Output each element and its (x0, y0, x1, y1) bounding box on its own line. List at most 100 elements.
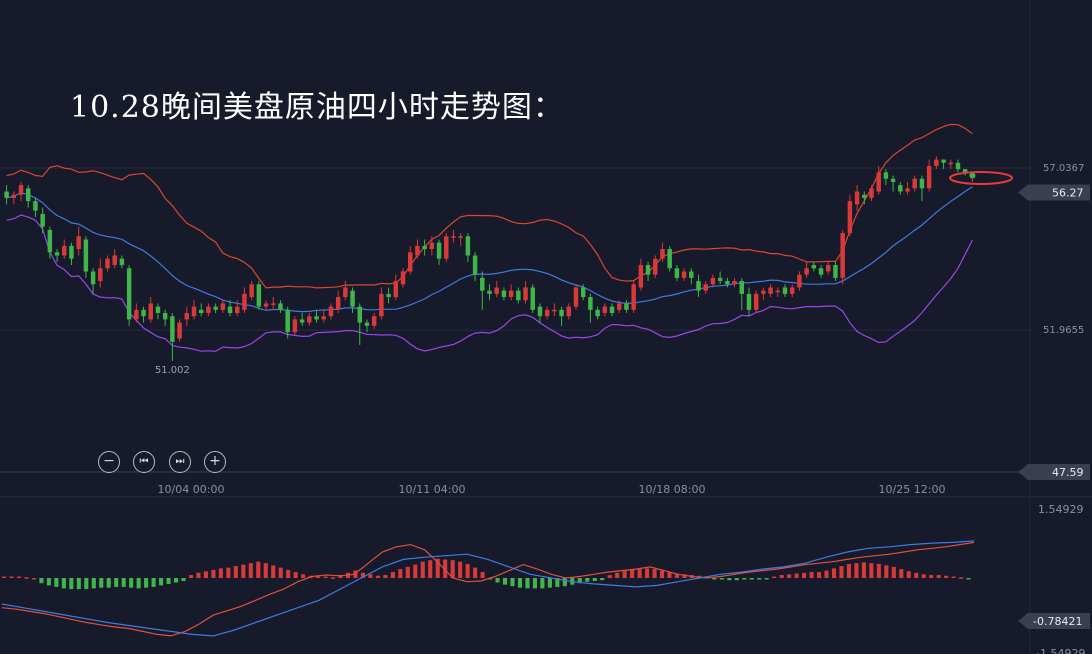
candle-body (552, 309, 557, 312)
low-price-label: 51.002 (155, 365, 190, 376)
candle-body (962, 169, 968, 173)
macd-histogram-bar (46, 578, 51, 586)
candle-body (645, 265, 651, 275)
candle-body (69, 245, 74, 259)
candle-body (177, 322, 182, 339)
candle-body (638, 265, 644, 288)
candle (775, 287, 781, 298)
candle-body (898, 185, 903, 192)
candle (689, 268, 694, 285)
macd-histogram-bar (854, 563, 859, 578)
candle-body (667, 249, 672, 269)
macd-histogram-bar (293, 572, 298, 578)
candle (415, 239, 420, 259)
candle (458, 233, 463, 246)
candle (191, 300, 197, 320)
time-label: 10/04 00:00 (158, 483, 225, 496)
candle-body (602, 306, 608, 314)
candle (198, 303, 204, 317)
candle-body (876, 172, 881, 192)
candle (862, 191, 867, 205)
candle-body (18, 185, 24, 195)
macd-histogram-bar (630, 569, 635, 578)
candle-body (242, 293, 247, 310)
macd-histogram-bar (861, 562, 866, 578)
candle (552, 303, 557, 317)
chart-headline: 10.28晚间美盘原油四小时走势图： (70, 90, 564, 125)
macd-current-tag (1018, 613, 1090, 629)
macd-histogram-bar (39, 578, 44, 584)
candle-body (126, 268, 132, 320)
candle (934, 156, 939, 170)
macd-histogram-bar (592, 578, 597, 581)
candle-body (919, 178, 925, 189)
candle-body (472, 255, 478, 275)
macd-histogram-bar (435, 558, 440, 578)
candle (90, 268, 96, 294)
macd-histogram-bar (144, 578, 149, 588)
candle-body (429, 242, 435, 250)
macd-histogram-bar (9, 576, 14, 579)
candle-body (941, 159, 946, 163)
candle (645, 261, 651, 282)
bollinger-lower-line (6, 214, 973, 352)
candle (898, 181, 903, 195)
candle (141, 306, 146, 323)
candle-body (926, 165, 932, 189)
candle (429, 236, 435, 256)
macd-histogram-bar (353, 570, 358, 578)
candle (487, 284, 492, 301)
macd-histogram-bar (734, 578, 739, 581)
macd-histogram-bar (61, 578, 66, 589)
macd-histogram-bar (390, 572, 395, 578)
macd-histogram-bar (585, 578, 590, 582)
candle (263, 300, 269, 310)
candle (696, 274, 701, 298)
macd-histogram-bar (248, 563, 253, 578)
macd-histogram-bar (278, 567, 283, 578)
macd-histogram-bar (443, 559, 448, 578)
candle (537, 303, 543, 323)
candle (876, 165, 881, 195)
macd-axis-top: 1.54929 (1038, 503, 1084, 516)
candle (753, 290, 759, 314)
candle (660, 242, 665, 262)
candle-body (761, 290, 766, 294)
zoom-out-button[interactable]: − (98, 451, 120, 473)
min-price-label: 47.59 (1052, 466, 1084, 479)
candle (883, 169, 889, 186)
candle-body (480, 277, 485, 291)
candle-body (717, 277, 723, 282)
price-axis: 57.0367 51.9655 56.27 47.59 (1018, 163, 1090, 480)
candle-body (119, 258, 125, 266)
macd-histogram-bar (218, 568, 223, 578)
candle-body (155, 306, 161, 314)
scroll-right-button[interactable]: ⏭ (169, 451, 191, 473)
candle-body (660, 249, 665, 259)
candle (811, 261, 817, 272)
candle-body (465, 236, 471, 256)
candle (544, 306, 550, 320)
scroll-left-button[interactable]: ⏮ (133, 451, 155, 473)
macd-histogram-bar (772, 576, 777, 579)
candle-body (4, 191, 9, 198)
candle-body (422, 245, 427, 250)
candle (739, 277, 744, 310)
candle (681, 268, 687, 282)
candle-body (580, 287, 586, 298)
candle (299, 313, 305, 326)
macd-histogram-bar (824, 570, 829, 578)
current-price-tag (1018, 184, 1090, 201)
macd-histogram-bar (458, 561, 463, 578)
candle-body (624, 303, 629, 310)
candle (386, 287, 391, 304)
candle-body (559, 309, 564, 317)
macd-histogram-bar (891, 566, 896, 578)
candle-body (616, 303, 622, 310)
macd-axis-bottom: -1.54929 (1036, 647, 1085, 654)
zoom-in-button[interactable]: + (204, 451, 226, 473)
skip-forward-icon: ⏭ (175, 456, 185, 467)
macd-histogram-bar (517, 578, 523, 588)
macd-histogram-bar (488, 578, 493, 580)
